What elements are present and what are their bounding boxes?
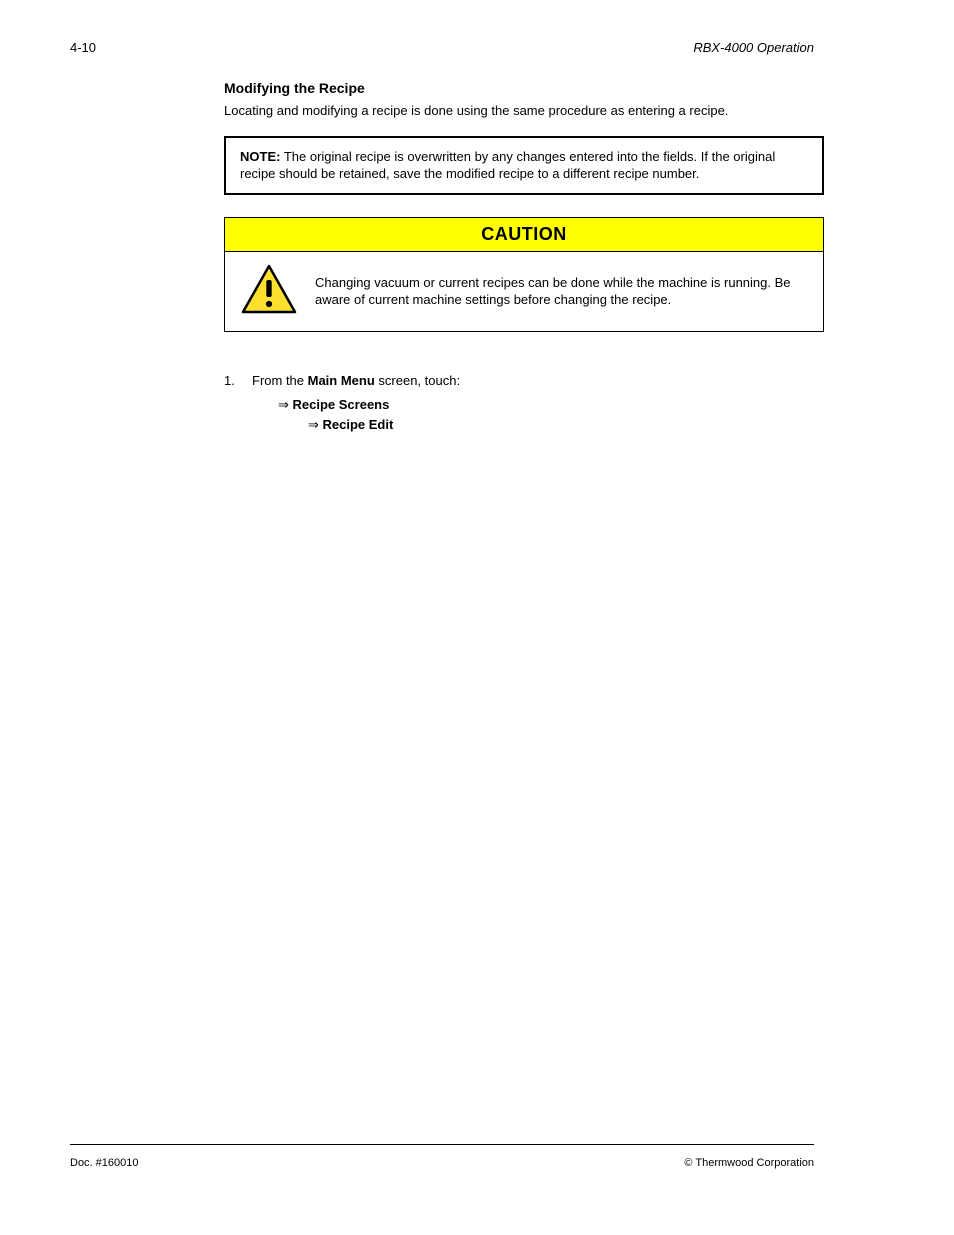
arrow-icon: ⇒ xyxy=(308,417,323,432)
section-heading: Modifying the Recipe xyxy=(224,80,824,96)
step-text: From the Main Menu screen, touch: xyxy=(252,372,824,390)
step-bold: Main Menu xyxy=(308,373,375,388)
note-body: The original recipe is overwritten by an… xyxy=(240,149,775,182)
document-page: 4-10 RBX-4000 Operation Modifying the Re… xyxy=(0,0,954,1235)
step-item: 1. From the Main Menu screen, touch: xyxy=(224,372,824,390)
arrow-icon: ⇒ xyxy=(278,397,293,412)
page-number: 4-10 xyxy=(70,40,96,55)
footer-copyright: © Thermwood Corporation xyxy=(684,1157,814,1169)
substep-label: Recipe Screens xyxy=(293,397,390,412)
caution-header: CAUTION xyxy=(225,218,823,252)
note-label: NOTE: xyxy=(240,149,280,164)
note-text: NOTE: The original recipe is overwritten… xyxy=(240,148,808,183)
document-title: RBX-4000 Operation xyxy=(693,40,814,55)
caution-text: Changing vacuum or current recipes can b… xyxy=(315,274,807,309)
step-substep: ⇒ Recipe Edit xyxy=(308,415,824,435)
footer-divider xyxy=(70,1144,814,1145)
section-subtext: Locating and modifying a recipe is done … xyxy=(224,102,824,120)
note-callout: NOTE: The original recipe is overwritten… xyxy=(224,136,824,195)
substep-label: Recipe Edit xyxy=(323,417,394,432)
step-suffix: screen, touch: xyxy=(375,373,460,388)
caution-callout: CAUTION Changing vacuum or current recip… xyxy=(224,217,824,332)
caution-body: Changing vacuum or current recipes can b… xyxy=(225,252,823,331)
warning-icon xyxy=(241,264,297,319)
step-number: 1. xyxy=(224,372,252,390)
footer-doc-id: Doc. #160010 xyxy=(70,1157,139,1169)
step-substep: ⇒ Recipe Screens xyxy=(278,395,824,415)
step-prefix: From the xyxy=(252,373,308,388)
